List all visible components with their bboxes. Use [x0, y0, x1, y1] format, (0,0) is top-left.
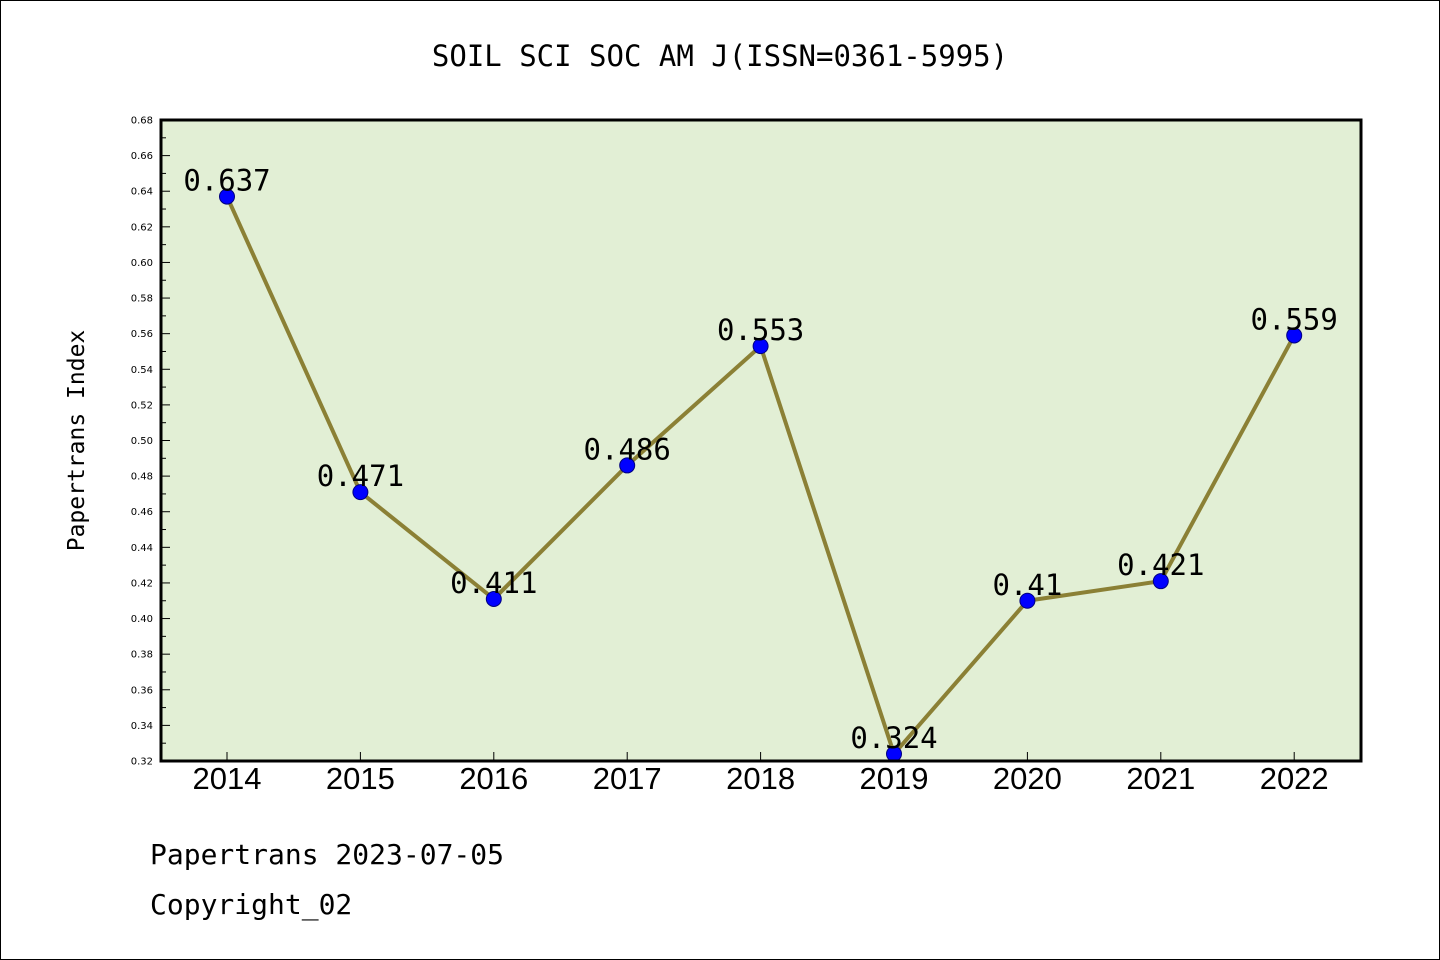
x-tick-label: 2019 — [860, 761, 929, 796]
data-label: 0.324 — [850, 721, 937, 755]
x-axis-ticks: 2014 2015 2016 2017 2018 2019 2020 2021 2022 — [193, 752, 1329, 796]
data-label: 0.559 — [1251, 302, 1338, 336]
data-label: 0.553 — [717, 313, 804, 347]
y-tick-label: 0.48 — [131, 472, 153, 483]
y-tick-label: 0.52 — [131, 400, 153, 411]
data-point — [752, 338, 769, 355]
y-axis-label: Papertrans Index — [64, 330, 90, 552]
y-tick-label: 0.42 — [131, 578, 153, 589]
y-tick-label: 0.62 — [131, 222, 153, 233]
y-tick-label: 0.58 — [131, 294, 153, 305]
y-tick-label: 0.34 — [131, 721, 153, 732]
data-point — [1152, 573, 1169, 590]
x-tick-label: 2014 — [193, 761, 262, 796]
data-point — [352, 484, 369, 501]
data-label: 0.41 — [992, 568, 1062, 602]
data-label: 0.471 — [317, 459, 404, 493]
y-axis-ticks: 0.32 0.34 0.36 0.38 0.40 0.42 0.44 0.46 0.48 0.50… — [131, 116, 170, 768]
y-tick-label: 0.60 — [131, 258, 153, 269]
y-tick-label: 0.44 — [131, 543, 153, 554]
y-tick-label: 0.56 — [131, 329, 153, 340]
y-tick-label: 0.50 — [131, 436, 153, 447]
plot-area — [161, 120, 1361, 761]
data-point — [1019, 592, 1036, 609]
data-label: 0.637 — [183, 164, 270, 198]
plot-border — [159, 118, 1363, 763]
x-tick-label: 2017 — [593, 761, 662, 796]
y-tick-label: 0.64 — [131, 187, 153, 198]
y-tick-label: 0.38 — [131, 650, 153, 661]
x-tick-label: 2020 — [993, 761, 1062, 796]
y-tick-label: 0.54 — [131, 365, 153, 376]
footer-copyright: Copyright_02 — [150, 888, 352, 922]
data-label: 0.411 — [450, 566, 537, 600]
chart-title: SOIL SCI SOC AM J(ISSN=0361-5995) — [432, 39, 1008, 73]
data-point — [619, 457, 636, 474]
y-tick-label: 0.32 — [131, 757, 153, 768]
x-tick-label: 2021 — [1126, 761, 1195, 796]
data-label: 0.486 — [584, 432, 671, 466]
y-tick-label: 0.40 — [131, 614, 153, 625]
x-tick-label: 2022 — [1260, 761, 1329, 796]
y-tick-label: 0.46 — [131, 507, 153, 518]
y-tick-label: 0.66 — [131, 151, 153, 162]
y-tick-label: 0.68 — [131, 116, 153, 127]
x-tick-label: 2016 — [459, 761, 528, 796]
footer-date: Papertrans 2023-07-05 — [150, 838, 504, 871]
y-tick-label: 0.36 — [131, 685, 153, 696]
data-point — [485, 590, 502, 607]
x-tick-label: 2018 — [726, 761, 795, 796]
x-tick-label: 2015 — [326, 761, 395, 796]
data-label: 0.421 — [1117, 548, 1204, 582]
series-group: 0.637 0.471 0.411 0.486 0.553 0.324 0.41 0.421 0… — [183, 164, 1338, 762]
data-point — [219, 188, 235, 205]
data-point — [1286, 327, 1303, 344]
